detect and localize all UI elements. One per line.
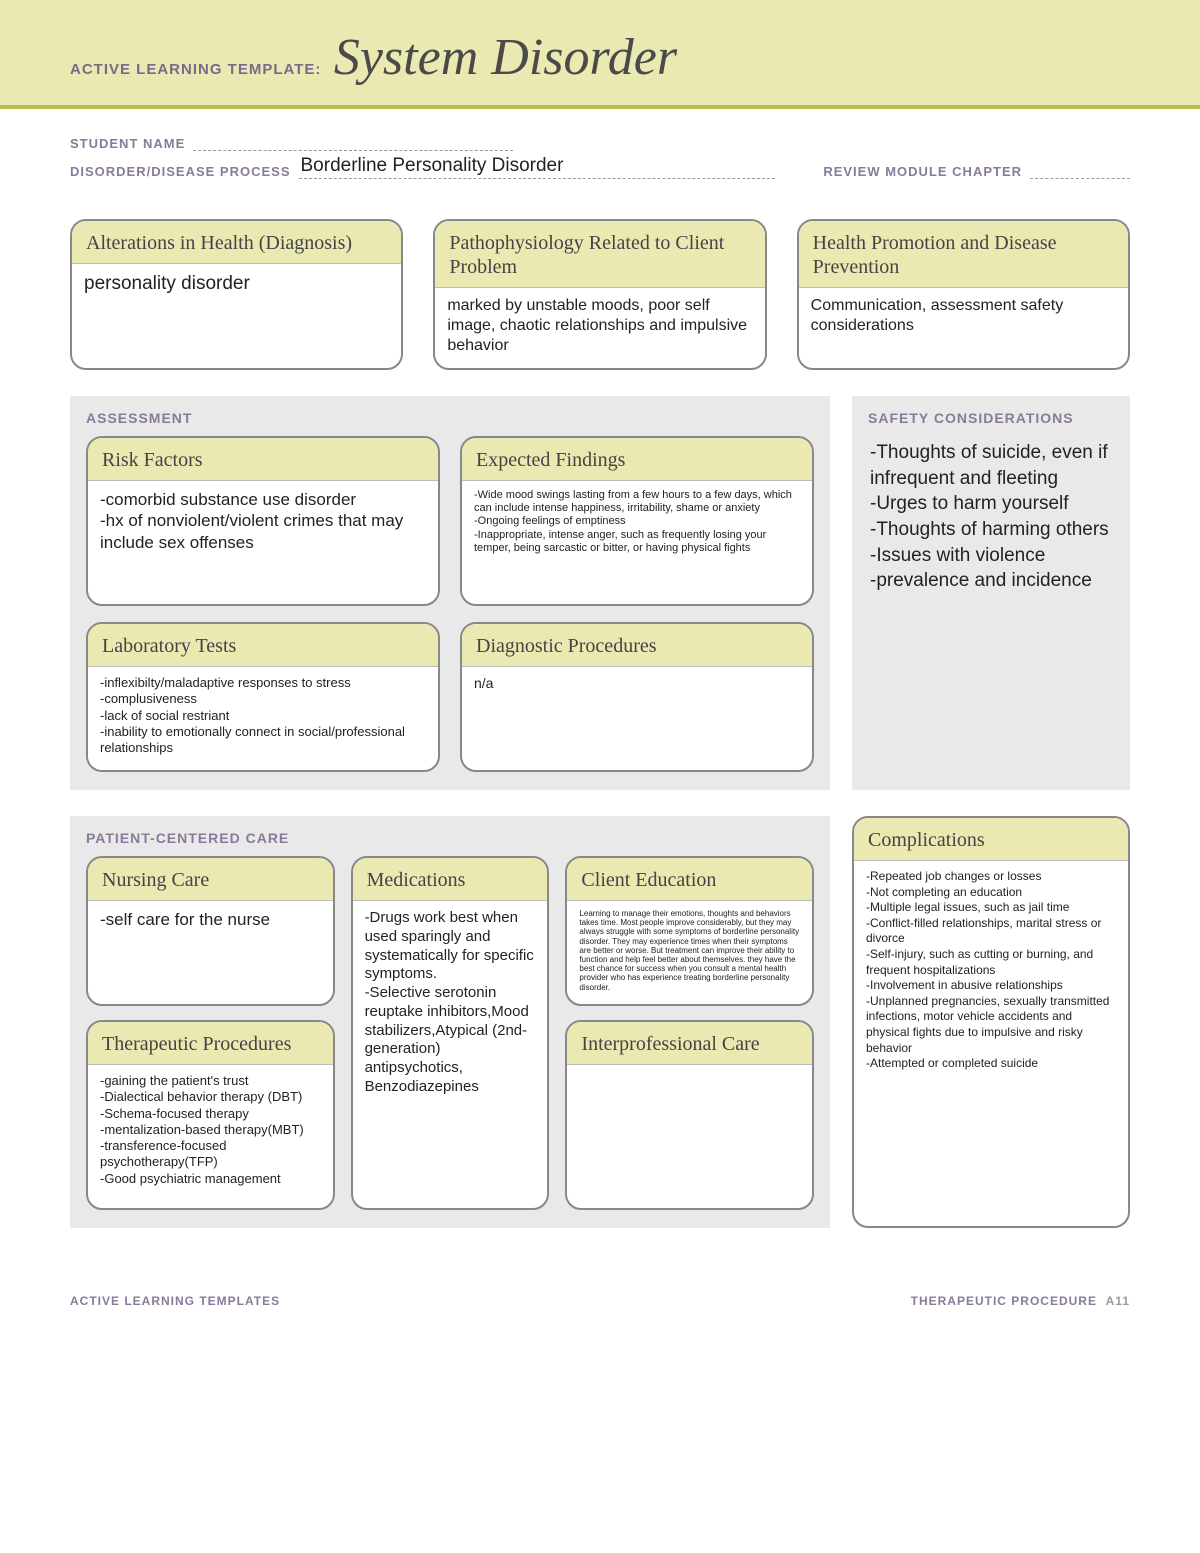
- nursing-title: Nursing Care: [88, 858, 333, 901]
- therapeutic-title: Therapeutic Procedures: [88, 1022, 333, 1065]
- complications-wrap: Complications -Repeated job changes or l…: [852, 816, 1130, 1228]
- expected-card: Expected Findings -Wide mood swings last…: [460, 436, 814, 606]
- pcc-grid: Nursing Care -self care for the nurse Me…: [86, 856, 814, 1210]
- banner-label: ACTIVE LEARNING TEMPLATE:: [70, 61, 321, 78]
- diag-card: Diagnostic Procedures n/a: [460, 622, 814, 772]
- complications-title: Complications: [854, 818, 1128, 861]
- alterations-title: Alterations in Health (Diagnosis): [72, 221, 401, 264]
- meta-block: STUDENT NAME DISORDER/DISEASE PROCESS Bo…: [0, 109, 1200, 199]
- interprof-title: Interprofessional Care: [567, 1022, 812, 1065]
- page: ACTIVE LEARNING TEMPLATE: System Disorde…: [0, 0, 1200, 1348]
- risk-body: -comorbid substance use disorder -hx of …: [88, 481, 438, 604]
- diag-title: Diagnostic Procedures: [462, 624, 812, 667]
- patho-title: Pathophysiology Related to Client Proble…: [435, 221, 764, 288]
- patho-body: marked by unstable moods, poor self imag…: [435, 288, 764, 368]
- disorder-value: Borderline Personality Disorder: [301, 155, 564, 177]
- patho-card: Pathophysiology Related to Client Proble…: [433, 219, 766, 370]
- risk-title: Risk Factors: [88, 438, 438, 481]
- complications-card: Complications -Repeated job changes or l…: [852, 816, 1130, 1228]
- diag-body: n/a: [462, 667, 812, 770]
- lab-title: Laboratory Tests: [88, 624, 438, 667]
- health-promo-title: Health Promotion and Disease Prevention: [799, 221, 1128, 288]
- lab-card: Laboratory Tests -inflexibilty/maladapti…: [86, 622, 440, 772]
- review-label: REVIEW MODULE CHAPTER: [823, 164, 1022, 179]
- pcc-title: PATIENT-CENTERED CARE: [86, 830, 814, 846]
- client-ed-body: Learning to manage their emotions, thoug…: [567, 901, 812, 1004]
- health-promo-card: Health Promotion and Disease Prevention …: [797, 219, 1130, 370]
- therapeutic-body: -gaining the patient's trust -Dialectica…: [88, 1065, 333, 1208]
- assessment-title: ASSESSMENT: [86, 410, 814, 426]
- disorder-row: DISORDER/DISEASE PROCESS Borderline Pers…: [70, 161, 1130, 179]
- client-ed-title: Client Education: [567, 858, 812, 901]
- assessment-section: ASSESSMENT Risk Factors -comorbid substa…: [70, 396, 830, 790]
- student-name-row: STUDENT NAME: [70, 133, 1130, 151]
- meds-title: Medications: [353, 858, 548, 901]
- footer-right-text: THERAPEUTIC PROCEDURE: [911, 1294, 1097, 1308]
- health-promo-body: Communication, assessment safety conside…: [799, 288, 1128, 368]
- disorder-field[interactable]: Borderline Personality Disorder: [299, 161, 776, 179]
- meds-card: Medications -Drugs work best when used s…: [351, 856, 550, 1210]
- student-name-field[interactable]: [193, 133, 513, 151]
- nursing-body: -self care for the nurse: [88, 901, 333, 1004]
- assessment-grid: Risk Factors -comorbid substance use dis…: [86, 436, 814, 772]
- nursing-card: Nursing Care -self care for the nurse: [86, 856, 335, 1006]
- risk-card: Risk Factors -comorbid substance use dis…: [86, 436, 440, 606]
- client-ed-card: Client Education Learning to manage thei…: [565, 856, 814, 1006]
- interprof-body: [567, 1065, 812, 1208]
- footer-page: A11: [1106, 1294, 1130, 1308]
- safety-body: -Thoughts of suicide, even if infrequent…: [868, 436, 1114, 598]
- complications-body: -Repeated job changes or losses -Not com…: [854, 861, 1128, 1226]
- safety-section: SAFETY CONSIDERATIONS -Thoughts of suici…: [852, 396, 1130, 790]
- footer-right: THERAPEUTIC PROCEDURE A11: [911, 1294, 1130, 1308]
- therapeutic-card: Therapeutic Procedures -gaining the pati…: [86, 1020, 335, 1210]
- disorder-label: DISORDER/DISEASE PROCESS: [70, 164, 291, 179]
- expected-body: -Wide mood swings lasting from a few hou…: [462, 481, 812, 604]
- student-name-label: STUDENT NAME: [70, 136, 185, 151]
- interprof-card: Interprofessional Care: [565, 1020, 814, 1210]
- lab-body: -inflexibilty/maladaptive responses to s…: [88, 667, 438, 770]
- alterations-body: personality disorder: [72, 264, 401, 368]
- footer-left: ACTIVE LEARNING TEMPLATES: [70, 1294, 280, 1308]
- expected-title: Expected Findings: [462, 438, 812, 481]
- assessment-safety-row: ASSESSMENT Risk Factors -comorbid substa…: [70, 396, 1130, 790]
- banner: ACTIVE LEARNING TEMPLATE: System Disorde…: [0, 0, 1200, 109]
- top-row: Alterations in Health (Diagnosis) person…: [70, 219, 1130, 370]
- banner-title: System Disorder: [334, 28, 677, 87]
- pcc-complications-row: PATIENT-CENTERED CARE Nursing Care -self…: [70, 816, 1130, 1228]
- meds-body: -Drugs work best when used sparingly and…: [353, 901, 548, 1208]
- footer: ACTIVE LEARNING TEMPLATES THERAPEUTIC PR…: [0, 1264, 1200, 1348]
- pcc-section: PATIENT-CENTERED CARE Nursing Care -self…: [70, 816, 830, 1228]
- safety-body-wrap: -Thoughts of suicide, even if infrequent…: [868, 436, 1114, 598]
- content: Alterations in Health (Diagnosis) person…: [0, 199, 1200, 1264]
- alterations-card: Alterations in Health (Diagnosis) person…: [70, 219, 403, 370]
- safety-title: SAFETY CONSIDERATIONS: [868, 410, 1114, 426]
- review-field[interactable]: [1030, 161, 1130, 179]
